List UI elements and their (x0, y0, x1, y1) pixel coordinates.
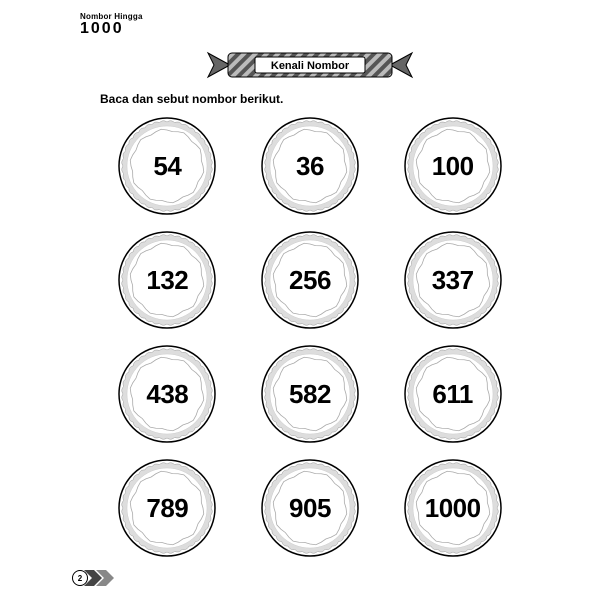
chapter-header: Nombor Hingga 1000 (80, 12, 540, 38)
number-coin: 1000 (403, 458, 503, 558)
number-coin: 256 (260, 230, 360, 330)
coin-number: 132 (146, 265, 188, 296)
number-grid: 54 36 100 132 256 337 438 582 (80, 116, 540, 558)
number-coin: 54 (117, 116, 217, 216)
coin-number: 789 (146, 493, 188, 524)
page-arrows-icon (84, 570, 114, 586)
number-coin: 582 (260, 344, 360, 444)
chapter-number: 1000 (80, 20, 540, 38)
banner-title-text: Kenali Nombor (271, 60, 350, 72)
coin-number: 100 (432, 151, 474, 182)
number-coin: 132 (117, 230, 217, 330)
section-banner: Kenali Nombor (80, 44, 540, 86)
coin-number: 256 (289, 265, 331, 296)
number-coin: 905 (260, 458, 360, 558)
coin-number: 1000 (425, 493, 481, 524)
page-number-text: 2 (78, 574, 82, 583)
coin-number: 438 (146, 379, 188, 410)
banner-svg: Kenali Nombor (200, 44, 420, 86)
instruction-text: Baca dan sebut nombor berikut. (100, 92, 540, 106)
page-number-badge: 2 (72, 570, 114, 586)
coin-number: 611 (432, 379, 472, 410)
number-coin: 100 (403, 116, 503, 216)
coin-number: 582 (289, 379, 331, 410)
page-number-circle: 2 (72, 570, 88, 586)
number-coin: 611 (403, 344, 503, 444)
number-coin: 36 (260, 116, 360, 216)
number-coin: 438 (117, 344, 217, 444)
number-coin: 789 (117, 458, 217, 558)
coin-number: 337 (432, 265, 474, 296)
coin-number: 36 (296, 151, 324, 182)
number-coin: 337 (403, 230, 503, 330)
coin-number: 905 (289, 493, 331, 524)
coin-number: 54 (153, 151, 181, 182)
worksheet-page: Nombor Hingga 1000 Kenali Nombor Baca da… (0, 0, 600, 600)
